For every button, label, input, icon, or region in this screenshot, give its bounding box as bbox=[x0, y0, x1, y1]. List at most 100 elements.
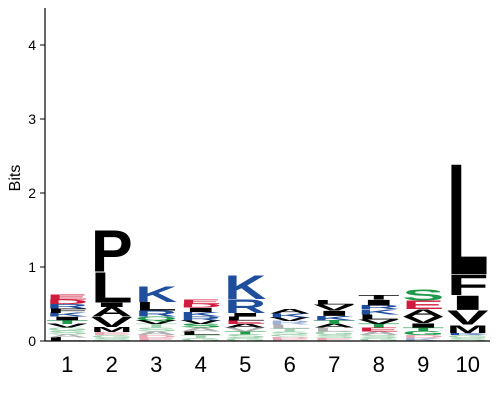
logo-letter: S bbox=[358, 334, 400, 339]
logo-letter: S bbox=[135, 327, 177, 333]
logo-letter: T bbox=[46, 319, 88, 325]
logo-letter: K bbox=[313, 315, 355, 322]
y-tick-label: 3 bbox=[28, 111, 36, 127]
logo-letter: L bbox=[313, 327, 355, 333]
logo-letter: V bbox=[313, 303, 355, 312]
logo-letter: R bbox=[224, 296, 266, 318]
logo-letter: R bbox=[358, 305, 400, 311]
logo-letter: A bbox=[224, 323, 266, 329]
logo-letter: D bbox=[46, 298, 88, 305]
y-tick-label: 2 bbox=[28, 185, 36, 201]
logo-letter: D bbox=[269, 336, 311, 339]
logo-letter: L bbox=[180, 331, 222, 337]
logo-letter: K bbox=[402, 337, 444, 342]
logo-letter: S bbox=[224, 334, 266, 340]
logo-letter: V bbox=[402, 315, 444, 325]
logo-letter: T bbox=[358, 323, 400, 329]
logo-letter: V bbox=[46, 323, 88, 329]
logo-letter: K bbox=[180, 311, 222, 318]
logo-letter: S bbox=[269, 331, 311, 336]
x-tick-label: 1 bbox=[61, 352, 73, 377]
logo-letter: I bbox=[447, 291, 489, 314]
x-tick-label: 10 bbox=[456, 352, 480, 377]
logo-letter: L bbox=[358, 313, 400, 321]
logo-letter: S bbox=[402, 286, 444, 303]
logo-letter: A bbox=[135, 330, 177, 336]
logo-letter: E bbox=[135, 337, 177, 342]
logo-letter: E bbox=[46, 293, 88, 301]
logo-letter: T bbox=[135, 323, 177, 329]
logo-letter: I bbox=[224, 312, 266, 318]
logo-letter: E bbox=[313, 337, 355, 342]
logo-letter: A bbox=[358, 330, 400, 336]
logo-letter: I bbox=[313, 309, 355, 317]
logo-letter: E bbox=[180, 299, 222, 306]
logo-letter: I bbox=[91, 301, 133, 308]
y-axis-label: Bits bbox=[7, 165, 24, 192]
y-tick-label: 0 bbox=[28, 333, 36, 349]
logo-letter: L bbox=[91, 264, 133, 312]
logo-letter: F bbox=[46, 307, 88, 314]
x-tick-label: 5 bbox=[239, 352, 251, 377]
logo-letter: G bbox=[224, 337, 266, 342]
x-axis: 1 2 3 4 5 6 7 8 9 10 bbox=[45, 340, 490, 377]
logo-letter: L bbox=[135, 300, 177, 314]
logo-letter: V bbox=[91, 314, 133, 330]
letter-stacks: LASGVTIKFRDESGEMVAILPEDASTVQRLKGTLASVRKI… bbox=[46, 130, 489, 342]
logo-letter: I bbox=[402, 322, 444, 329]
logo-letter: R bbox=[269, 320, 311, 326]
logo-letter: A bbox=[402, 307, 444, 319]
logo-letter: R bbox=[135, 309, 177, 318]
logo-letter: T bbox=[358, 294, 400, 301]
logo-letter: F bbox=[447, 269, 489, 301]
logo-letter: G bbox=[46, 327, 88, 332]
logo-letter: D bbox=[180, 303, 222, 309]
logo-letter: T bbox=[224, 331, 266, 336]
x-tick-label: 4 bbox=[195, 352, 207, 377]
x-tick-label: 6 bbox=[284, 352, 296, 377]
x-tick-label: 8 bbox=[373, 352, 385, 377]
logo-letter: V bbox=[358, 319, 400, 326]
logo-letter: L bbox=[447, 130, 489, 308]
logo-letter: P bbox=[91, 218, 133, 284]
logo-letter: D bbox=[135, 334, 177, 339]
logo-letter: K bbox=[269, 313, 311, 319]
logo-letter: V bbox=[224, 327, 266, 333]
logo-letter: L bbox=[269, 324, 311, 330]
logo-letter: M bbox=[447, 323, 489, 336]
logo-letter: S bbox=[46, 330, 88, 336]
logo-letter: G bbox=[358, 337, 400, 342]
logo-letter: V bbox=[447, 306, 489, 329]
logo-letter: S bbox=[91, 337, 133, 342]
logo-letter: L bbox=[224, 316, 266, 322]
logo-letter: K bbox=[46, 312, 88, 318]
logo-letter: G bbox=[313, 331, 355, 337]
logo-letter: A bbox=[180, 327, 222, 333]
logo-letter: V bbox=[180, 319, 222, 325]
logo-letter: K bbox=[224, 269, 266, 307]
logo-letter: T bbox=[269, 328, 311, 333]
logo-letter: A bbox=[269, 308, 311, 315]
logo-letter: R bbox=[46, 303, 88, 310]
logo-letter: T bbox=[180, 334, 222, 339]
logo-letter: V bbox=[135, 319, 177, 325]
logo-letter: S bbox=[447, 337, 489, 342]
logo-letter: T bbox=[402, 327, 444, 333]
logo-letter: K bbox=[447, 332, 489, 335]
logo-letter: Q bbox=[135, 316, 177, 322]
logo-letter: E bbox=[224, 319, 266, 325]
logo-letter: M bbox=[91, 326, 133, 334]
y-tick-label: 4 bbox=[28, 37, 36, 53]
y-tick-label: 1 bbox=[28, 259, 36, 275]
logo-letter: G bbox=[180, 337, 222, 342]
logo-letter: G bbox=[269, 334, 311, 337]
logo-letter: G bbox=[91, 334, 133, 339]
logo-letter: K bbox=[135, 282, 177, 307]
logo-letter: V bbox=[269, 316, 311, 322]
logo-letter: E bbox=[358, 327, 400, 333]
logo-letter: I bbox=[180, 307, 222, 314]
logo-letter: D bbox=[402, 334, 444, 339]
logo-letter: E bbox=[269, 338, 311, 341]
logo-letter: E bbox=[91, 331, 133, 336]
